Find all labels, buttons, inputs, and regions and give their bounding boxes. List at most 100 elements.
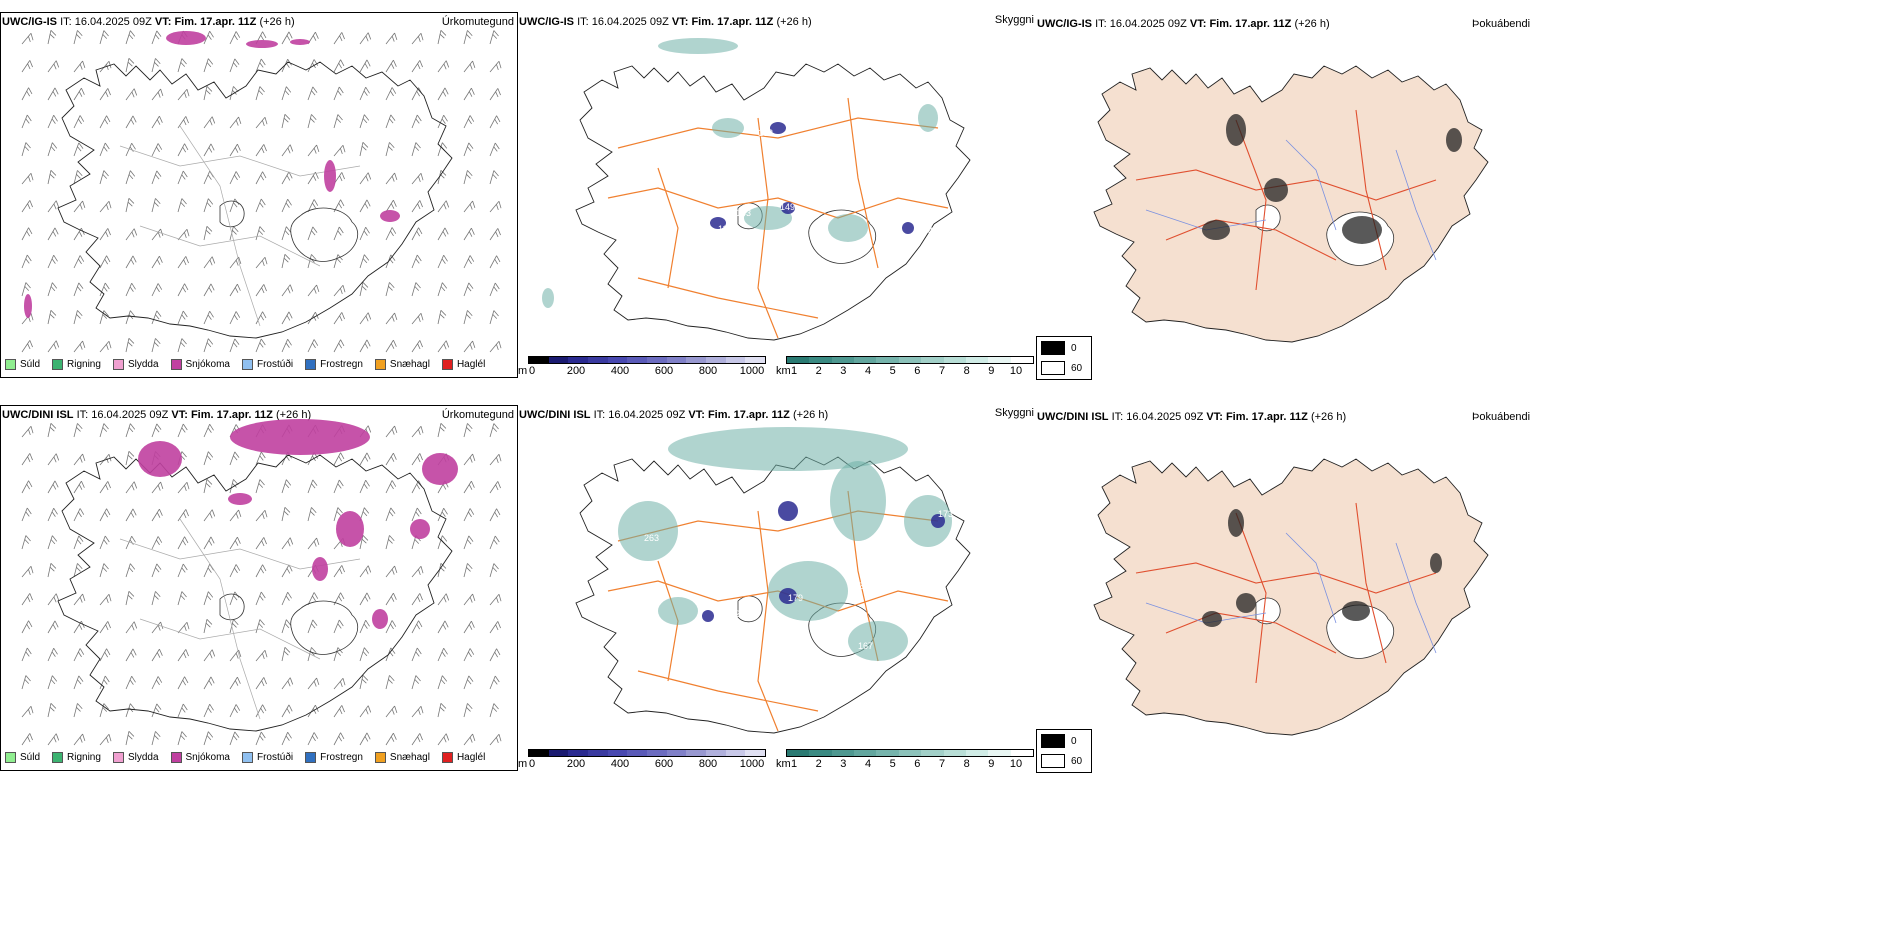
colorbar-cell xyxy=(965,750,989,756)
snow-area xyxy=(228,493,252,505)
wind-barb xyxy=(203,451,214,466)
wind-barb xyxy=(359,142,369,157)
colorbar-cells xyxy=(528,749,766,757)
wind-barb xyxy=(99,61,112,73)
wind-barb xyxy=(151,676,163,690)
colorbar-ticks: 0 200 400 600 800 1000 xyxy=(528,757,766,771)
wind-barb xyxy=(333,145,346,157)
it-value: 16.04.2025 09Z xyxy=(1126,411,1204,423)
wind-barb xyxy=(463,115,475,129)
wind-barb xyxy=(489,734,502,746)
legend-label: Snæhagl xyxy=(389,752,430,763)
legend-swatch xyxy=(170,359,182,370)
wind-barb xyxy=(125,58,135,73)
panel-header: UWC/DINI ISL IT: 16.04.2025 09Z VT: Fim.… xyxy=(2,409,311,422)
snow-area xyxy=(290,39,310,45)
wind-barb xyxy=(489,88,501,101)
cloud-base-label: 163 xyxy=(758,128,773,138)
precip-legend-item: Súld xyxy=(5,359,40,370)
colorbar-tick-label: 7 xyxy=(938,365,946,377)
colorbar-tick-label: 10 xyxy=(1009,758,1023,770)
colorbar-tick-label: 400 xyxy=(610,758,630,770)
wind-barb xyxy=(229,311,241,325)
wind-barb xyxy=(489,30,499,45)
wind-barb xyxy=(229,283,241,297)
legend-label: Rigning xyxy=(67,359,101,370)
wind-barb xyxy=(151,255,163,269)
wind-barb xyxy=(229,731,240,746)
iceland-fog-map xyxy=(1093,65,1489,343)
fog-legend-swatch xyxy=(1041,754,1065,768)
wind-barb xyxy=(99,282,110,297)
wind-barb xyxy=(281,311,293,325)
fog-legend-swatch xyxy=(1041,361,1065,375)
wind-barb xyxy=(255,619,265,634)
wind-barb xyxy=(437,733,450,746)
wind-barb xyxy=(437,254,448,269)
wind-barb xyxy=(21,60,33,73)
wind-barb xyxy=(489,675,500,690)
wind-barb xyxy=(99,648,111,662)
lead-time: (+26 h) xyxy=(1310,411,1347,423)
wind-barb xyxy=(21,706,34,718)
precip-legend-item: Frostregn xyxy=(305,752,363,763)
wind-barb xyxy=(411,706,424,718)
wind-barb xyxy=(333,226,344,241)
wind-barb xyxy=(463,310,473,325)
wind-barb xyxy=(229,143,241,157)
colorbar-cell xyxy=(854,357,877,363)
iceland-fog-map xyxy=(1093,458,1489,736)
colorbar-cell xyxy=(898,357,922,363)
panel-header: UWC/DINI ISL IT: 16.04.2025 09Z VT: Fim.… xyxy=(519,409,828,422)
legend-label: Slydda xyxy=(127,752,159,763)
wind-barb xyxy=(281,704,293,718)
wind-barb xyxy=(463,508,475,522)
it-value: 16.04.2025 09Z xyxy=(1109,18,1187,30)
wind-barb xyxy=(463,563,473,578)
colorbar-cell xyxy=(548,357,569,363)
wind-barb xyxy=(463,170,473,185)
wind-barb xyxy=(177,338,187,353)
cloud-base-label: 179 xyxy=(788,593,803,603)
wind-barb xyxy=(437,703,447,718)
cloud-base-area xyxy=(770,122,786,134)
wind-barb xyxy=(385,172,398,185)
wind-barb xyxy=(177,58,187,73)
wind-barb xyxy=(255,257,268,269)
legend-swatch xyxy=(305,359,317,370)
wind-barb xyxy=(151,731,161,746)
wind-barb xyxy=(385,592,397,606)
colorbar-cell xyxy=(548,750,569,756)
wind-barb xyxy=(99,255,111,269)
wind-barb xyxy=(177,536,189,550)
wind-barb xyxy=(47,647,58,662)
wind-barb xyxy=(21,566,34,578)
wind-barb xyxy=(73,675,84,690)
legend-swatch xyxy=(241,359,253,370)
colorbar-cells xyxy=(528,356,766,364)
legend-swatch xyxy=(441,752,453,763)
wind-barb xyxy=(385,114,396,129)
fog-area xyxy=(1202,220,1230,240)
glacier-outline xyxy=(1326,604,1394,659)
colorbar-cells xyxy=(786,356,1034,364)
cloud-base-label: 167 xyxy=(858,641,873,651)
wind-barb xyxy=(125,508,137,522)
wind-barb xyxy=(463,423,473,438)
wind-barb xyxy=(151,536,163,550)
colorbar-cell xyxy=(965,357,989,363)
wind-barbs-map xyxy=(21,30,502,353)
wind-barb xyxy=(47,703,57,718)
wind-barb xyxy=(203,58,214,73)
colorbar-tick-label: 4 xyxy=(864,365,872,377)
vt-value: Fim. 17.apr. 11Z xyxy=(1225,411,1308,423)
fog-legend-row: 60 xyxy=(1041,752,1087,770)
wind-barb xyxy=(385,705,398,718)
wind-barb xyxy=(385,312,398,325)
fog-legend-row: 60 xyxy=(1041,359,1087,377)
visibility-area xyxy=(830,461,886,541)
vt-label: VT: xyxy=(171,409,188,421)
wind-barb xyxy=(73,282,84,297)
vt-label: VT: xyxy=(154,16,172,28)
visibility-area xyxy=(658,597,698,625)
